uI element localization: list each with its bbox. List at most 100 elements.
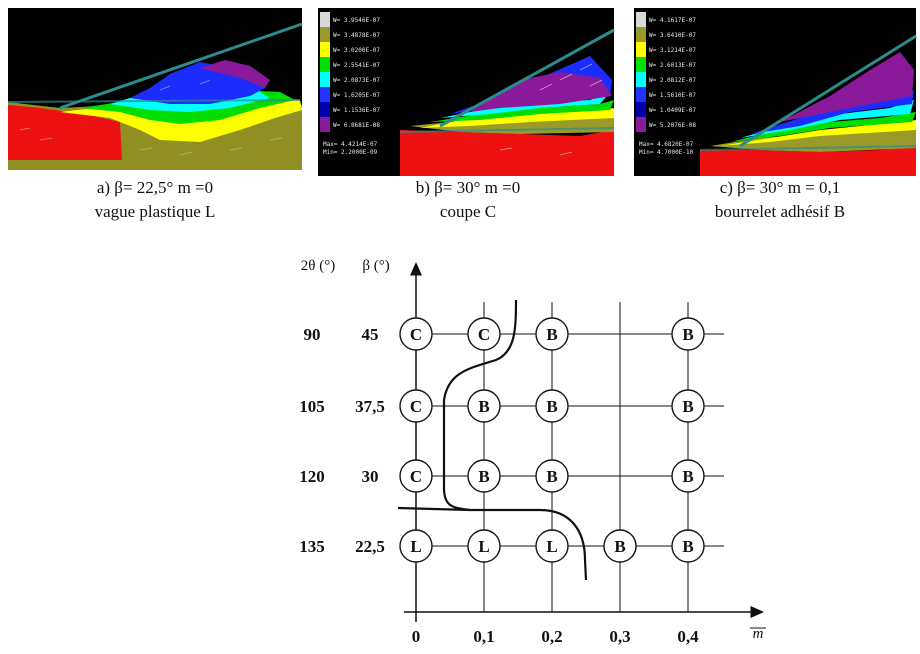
- x-axis-symbol: m: [753, 626, 764, 642]
- legend-swatch: [636, 72, 646, 87]
- legend-extrema: Max= 4.6820E-07: [639, 141, 694, 148]
- regime-node-label: B: [614, 537, 625, 556]
- regime-node-circle: [671, 389, 705, 423]
- legend-label: W= 2.6013E-07: [649, 62, 696, 69]
- regime-node-circle: [671, 529, 705, 563]
- legend-swatch: [320, 12, 330, 27]
- y-header-beta: β (°): [362, 258, 389, 274]
- regime-node-label: B: [546, 325, 557, 344]
- regime-node-circle: [399, 529, 433, 563]
- legend-label: W= 2.0873E-07: [333, 77, 380, 84]
- panel-b-caption-2: coupe C: [440, 202, 496, 221]
- legend-swatch: [636, 12, 646, 27]
- regime-node-label: L: [546, 537, 557, 556]
- legend-swatch: [636, 42, 646, 57]
- row-labels: 90 45 105 37,5 120 30 135 22,5: [299, 325, 385, 556]
- legend-swatch: [320, 57, 330, 72]
- regime-boundary-lower: [397, 506, 471, 512]
- legend-label: W= 3.6410E-07: [649, 32, 696, 39]
- regime-node-circle: [535, 459, 569, 493]
- row-theta-label: 135: [299, 537, 325, 556]
- regime-node-circle: [671, 459, 705, 493]
- regime-node-label: B: [546, 467, 557, 486]
- regime-node-label: L: [410, 537, 421, 556]
- row-theta-label: 90: [304, 325, 321, 344]
- legend-label: W= 3.4878E-07: [333, 32, 380, 39]
- row-beta-label: 22,5: [355, 537, 385, 556]
- legend-label: W= 2.5541E-07: [333, 62, 380, 69]
- legend-label: W= 3.0200E-07: [333, 47, 380, 54]
- row-beta-label: 45: [362, 325, 379, 344]
- legend-extrema: Min= 2.2000E-09: [323, 149, 378, 156]
- regime-node-circle: [467, 317, 501, 351]
- legend-label: W= 1.6205E-07: [333, 92, 380, 99]
- legend-swatch: [636, 102, 646, 117]
- legend-label: W= 2.0812E-07: [649, 77, 696, 84]
- grid-lines: [400, 302, 724, 612]
- row-theta-label: 105: [299, 397, 325, 416]
- x-tick-label: 0,4: [677, 627, 699, 646]
- panel-b-caption-1: b) β= 30° m =0: [416, 178, 521, 197]
- legend-swatch: [636, 57, 646, 72]
- regime-node-label: C: [410, 397, 422, 416]
- regime-node-circle: [535, 317, 569, 351]
- regime-node-circle: [535, 529, 569, 563]
- legend-swatch: [636, 27, 646, 42]
- row-beta-label: 37,5: [355, 397, 385, 416]
- legend-swatch: [320, 117, 330, 132]
- regime-node-label: C: [410, 467, 422, 486]
- legend-swatch: [320, 102, 330, 117]
- x-tick-label: 0: [412, 627, 421, 646]
- regime-node-label: B: [682, 325, 693, 344]
- legend-extrema: Min= 4.7000E-10: [639, 149, 694, 156]
- panel-a-contour-plot: [7, 8, 303, 170]
- regime-node-circle: [467, 529, 501, 563]
- legend-label: W= 1.1536E-07: [333, 107, 380, 114]
- x-tick-label: 0,2: [541, 627, 562, 646]
- panel-c-caption-1: c) β= 30° m = 0,1: [720, 178, 841, 197]
- regime-nodes: C C B B C B B B C B B B L L L B B: [399, 317, 705, 563]
- row-beta-label: 30: [362, 467, 379, 486]
- legend-extrema: Max= 4.4214E-07: [323, 141, 378, 148]
- regime-node-circle: [603, 529, 637, 563]
- panel-c-caption-2: bourrelet adhésif B: [715, 202, 845, 221]
- legend-swatch: [636, 87, 646, 102]
- x-tick-labels: 0 0,1 0,2 0,3 0,4: [412, 627, 699, 646]
- regime-node-label: B: [478, 397, 489, 416]
- legend-swatch: [636, 117, 646, 132]
- regime-node-circle: [399, 459, 433, 493]
- regime-diagram: 2θ (°) β (°) m 0 0,1 0,2 0,3 0,4 90 45 105 37,5…: [299, 258, 766, 646]
- regime-node-circle: [671, 317, 705, 351]
- legend-label: W= 1.5610E-07: [649, 92, 696, 99]
- regime-node-circle: [399, 389, 433, 423]
- panel-c-contour-plot: W= 4.1617E-07 W= 3.6410E-07 W= 3.1214E-07 W…: [634, 8, 917, 176]
- panel-a-caption-1: a) β= 22,5° m =0: [97, 178, 213, 197]
- regime-node-label: L: [478, 537, 489, 556]
- regime-node-circle: [467, 389, 501, 423]
- regime-node-circle: [535, 389, 569, 423]
- regime-node-label: B: [682, 537, 693, 556]
- regime-node-circle: [399, 317, 433, 351]
- panel-b-legend: W= 3.9546E-07 W= 3.4878E-07 W= 3.0200E-07 W…: [320, 12, 380, 156]
- legend-swatch: [320, 27, 330, 42]
- legend-swatch: [320, 42, 330, 57]
- regime-node-label: C: [410, 325, 422, 344]
- regime-node-circle: [467, 459, 501, 493]
- legend-swatch: [320, 72, 330, 87]
- regime-node-label: B: [682, 467, 693, 486]
- legend-label: W= 5.2076E-08: [649, 122, 696, 129]
- legend-label: W= 6.8681E-08: [333, 122, 380, 129]
- panel-c-legend: W= 4.1617E-07 W= 3.6410E-07 W= 3.1214E-07 W…: [636, 12, 696, 156]
- legend-label: W= 4.1617E-07: [649, 17, 696, 24]
- x-tick-label: 0,3: [609, 627, 630, 646]
- x-tick-label: 0,1: [473, 627, 494, 646]
- panel-a-caption-2: vague plastique L: [95, 202, 216, 221]
- legend-label: W= 1.0409E-07: [649, 107, 696, 114]
- regime-node-label: B: [546, 397, 557, 416]
- regime-node-label: B: [478, 467, 489, 486]
- regime-node-label: B: [682, 397, 693, 416]
- regime-node-label: C: [478, 325, 490, 344]
- y-header-theta: 2θ (°): [301, 258, 335, 274]
- regime-boundary-upper: [442, 299, 588, 581]
